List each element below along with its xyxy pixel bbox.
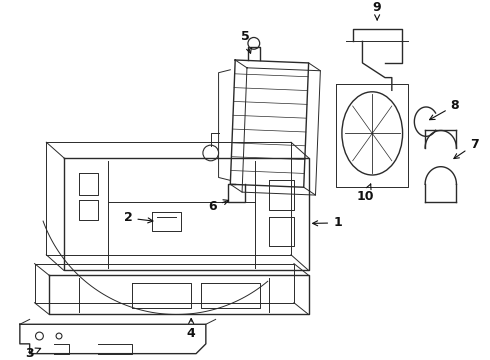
Text: 8: 8 [430, 99, 459, 120]
Text: 1: 1 [313, 216, 342, 229]
Text: 5: 5 [241, 30, 251, 53]
Text: 7: 7 [454, 138, 479, 158]
Text: 3: 3 [25, 347, 41, 360]
Text: 6: 6 [208, 200, 228, 213]
Text: 2: 2 [123, 211, 153, 225]
Text: 9: 9 [373, 1, 381, 20]
Text: 4: 4 [187, 319, 196, 340]
Text: 10: 10 [357, 184, 374, 203]
